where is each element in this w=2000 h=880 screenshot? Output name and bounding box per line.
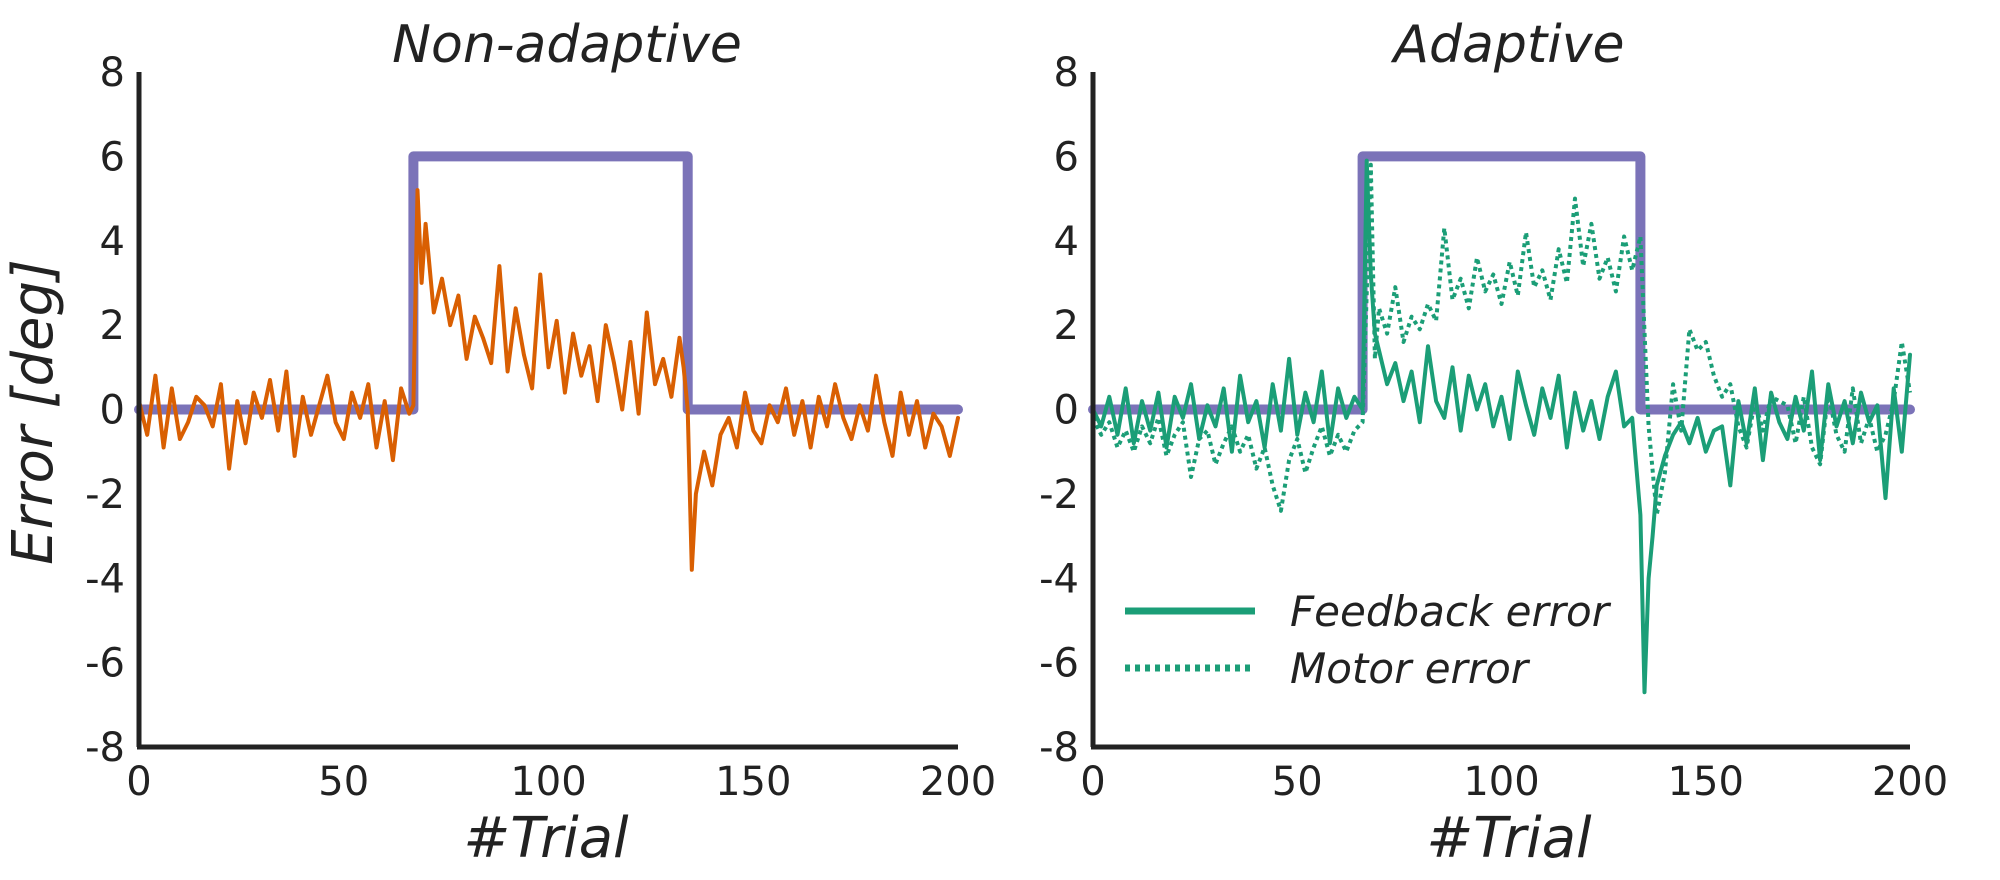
x-axis-label: #Trial bbox=[1426, 806, 1592, 871]
x-tick-label: 0 bbox=[1080, 759, 1105, 805]
y-tick-label: 2 bbox=[1054, 303, 1079, 349]
y-tick-label: -6 bbox=[1039, 641, 1079, 687]
axes bbox=[1090, 72, 1910, 750]
motor-error-series-line bbox=[1091, 162, 1912, 517]
y-tick-label: -2 bbox=[1039, 472, 1079, 518]
y-tick-label: -2 bbox=[85, 472, 125, 518]
y-tick-label: -8 bbox=[85, 725, 125, 771]
x-tick-label: 150 bbox=[715, 759, 791, 805]
chart-title: Non-adaptive bbox=[392, 15, 742, 75]
y-tick-label: 6 bbox=[100, 134, 125, 180]
x-tick-label: 100 bbox=[1463, 759, 1539, 805]
stimulus-series-line bbox=[134, 151, 963, 415]
y-tick-label: 6 bbox=[1054, 134, 1079, 180]
x-tick-label: 0 bbox=[126, 759, 151, 805]
axis-ticks: -8 -6 -4 -2 0 2 4 6 8 0 50 100 150 200 bbox=[85, 50, 996, 805]
y-tick-label: 8 bbox=[1054, 50, 1079, 96]
plot-area bbox=[134, 151, 963, 572]
axes bbox=[136, 72, 958, 750]
plot-area bbox=[1088, 151, 1915, 695]
legend-label-feedback-error: Feedback error bbox=[1290, 587, 1612, 636]
x-tick-label: 150 bbox=[1668, 759, 1744, 805]
x-tick-label: 50 bbox=[318, 759, 369, 805]
y-tick-label: 0 bbox=[100, 388, 125, 434]
y-axis-label: Error [deg] bbox=[1, 259, 66, 565]
legend-label-motor-error: Motor error bbox=[1290, 644, 1531, 693]
y-tick-label: 0 bbox=[1054, 388, 1079, 434]
y-tick-label: -4 bbox=[1039, 556, 1079, 602]
panel-adaptive: Adaptive #Trial -8 -6 -4 -2 0 2 4 6 8 0 50 100 150 20… bbox=[1039, 15, 1948, 871]
x-tick-label: 50 bbox=[1272, 759, 1323, 805]
chart-title: Adaptive bbox=[1390, 15, 1624, 75]
stimulus-series-line bbox=[1088, 151, 1915, 415]
panel-non-adaptive: Non-adaptive Error [deg] #Trial -8 -6 -4 -2… bbox=[1, 15, 996, 871]
legend: Feedback error Motor error bbox=[1125, 587, 1612, 693]
y-tick-label: 8 bbox=[100, 50, 125, 96]
x-tick-label: 200 bbox=[1872, 759, 1948, 805]
y-tick-label: -4 bbox=[85, 556, 125, 602]
axis-ticks: -8 -6 -4 -2 0 2 4 6 8 0 50 100 150 200 bbox=[1039, 50, 1948, 805]
error-series-line bbox=[137, 188, 960, 572]
x-tick-label: 100 bbox=[510, 759, 586, 805]
x-axis-label: #Trial bbox=[463, 806, 629, 871]
y-tick-label: -8 bbox=[1039, 725, 1079, 771]
x-tick-label: 200 bbox=[920, 759, 996, 805]
y-tick-label: 4 bbox=[100, 219, 125, 265]
y-tick-label: 4 bbox=[1054, 219, 1079, 265]
y-tick-label: -6 bbox=[85, 641, 125, 687]
y-tick-label: 2 bbox=[100, 303, 125, 349]
